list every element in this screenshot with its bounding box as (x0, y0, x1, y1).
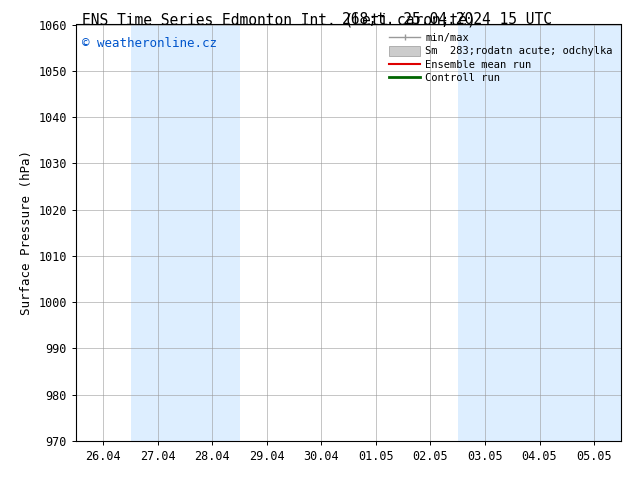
Bar (458, 24, 567, 441)
Text: © weatheronline.cz: © weatheronline.cz (82, 37, 217, 50)
Text: ENS Time Series Edmonton Int. (Leti caron;tě): ENS Time Series Edmonton Int. (Leti caro… (82, 12, 476, 28)
Bar (567, 24, 621, 441)
Text: 268;t. 25.04.2024 15 UTC: 268;t. 25.04.2024 15 UTC (342, 12, 552, 27)
Legend: min/max, Sm  283;rodatn acute; odchylka, Ensemble mean run, Controll run: min/max, Sm 283;rodatn acute; odchylka, … (386, 30, 616, 86)
Y-axis label: Surface Pressure (hPa): Surface Pressure (hPa) (20, 150, 33, 315)
Bar (131, 24, 240, 441)
